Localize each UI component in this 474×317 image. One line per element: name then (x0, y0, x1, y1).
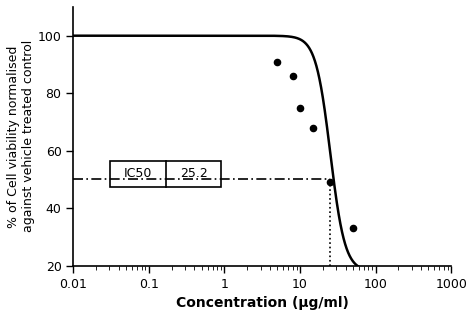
Point (349, 226, 356, 231)
X-axis label: Concentration (μg/ml): Concentration (μg/ml) (176, 296, 349, 310)
Point (273, 59, 281, 64)
Point (326, 180, 334, 185)
Y-axis label: % of Cell viability normalised
against vehicle treated control: % of Cell viability normalised against v… (7, 40, 35, 232)
Point (296, 105, 304, 110)
Point (310, 125, 317, 130)
Point (289, 74, 297, 79)
